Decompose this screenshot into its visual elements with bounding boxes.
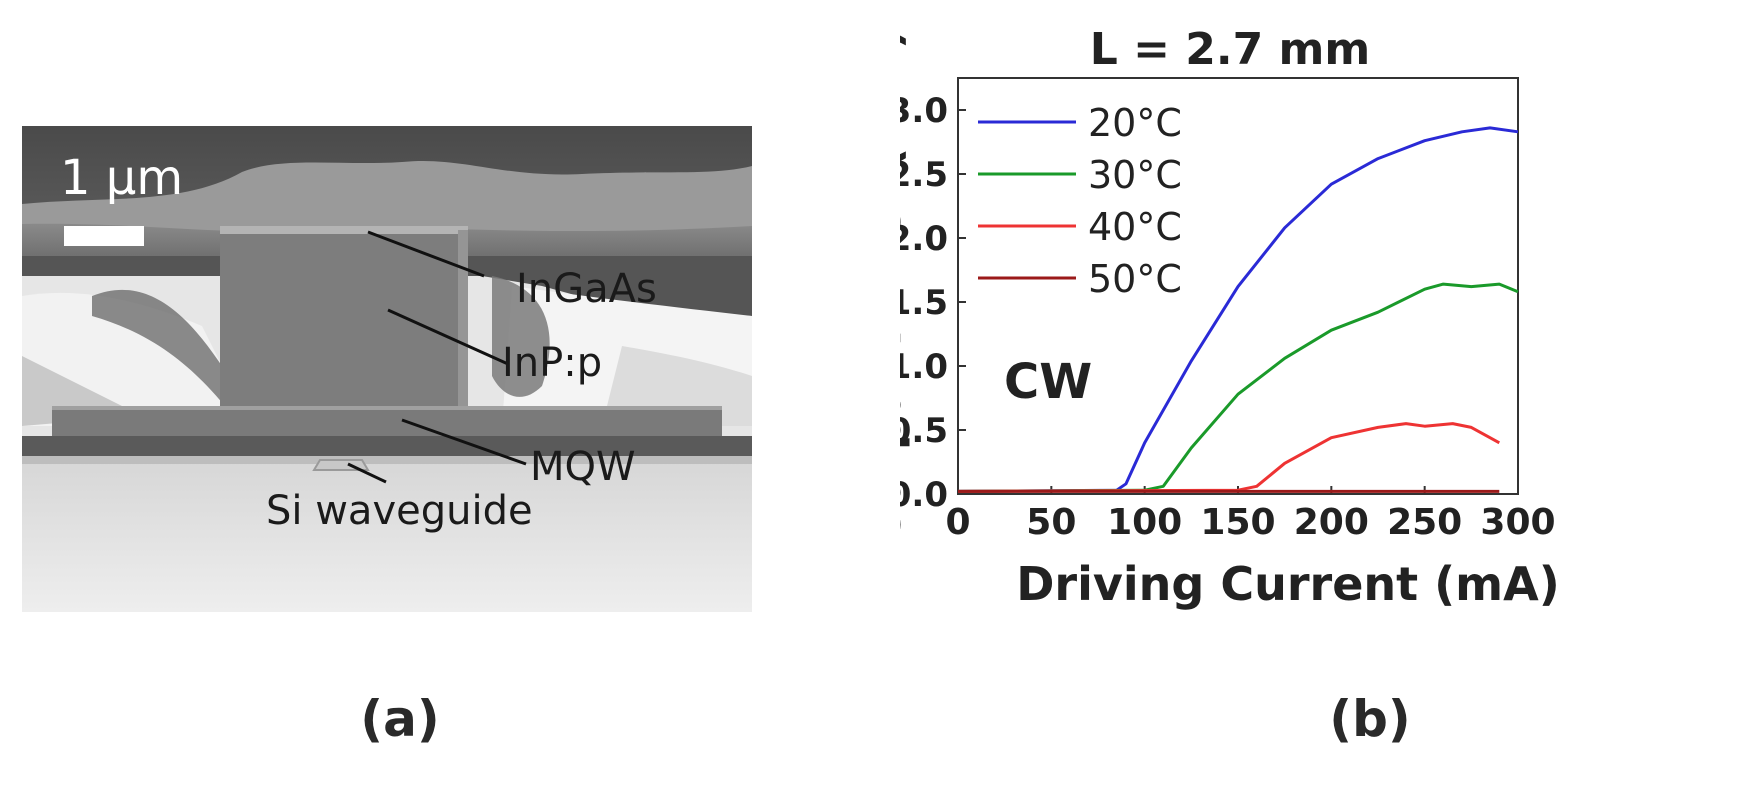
legend-label: 50°C <box>1088 257 1182 301</box>
series-line-40C <box>957 422 1501 493</box>
scale-bar-label: 1 μm <box>60 150 183 206</box>
mqw-label: MQW <box>530 444 636 490</box>
chart-title: L = 2.7 mm <box>1090 24 1371 75</box>
x-tick-label: 300 <box>1480 502 1555 543</box>
li-chart-svg: L = 2.7 mm 0501001502002503000.00.51.01.… <box>857 24 1560 611</box>
inp-pointer <box>387 308 509 366</box>
x-tick-label: 0 <box>945 502 970 543</box>
inp-label: InP:p <box>502 340 602 386</box>
series-line-20C <box>957 126 1519 493</box>
x-tick-label: 200 <box>1294 502 1369 543</box>
waveguide-pointer <box>347 462 387 484</box>
legend-label: 40°C <box>1088 205 1182 249</box>
x-tick-label: 250 <box>1387 502 1462 543</box>
series-layer <box>957 126 1519 493</box>
x-tick-label: 100 <box>1107 502 1182 543</box>
sem-micrograph: 1 μm InGaAs InP:p MQW Si waveguide <box>22 126 752 612</box>
sem-micrograph-image: 1 μm InGaAs InP:p MQW Si waveguide <box>22 126 752 612</box>
ingaas-pointer <box>367 230 485 278</box>
legend-label: 20°C <box>1088 101 1182 145</box>
series-line-30C <box>957 282 1519 493</box>
cw-annotation: CW <box>1004 354 1092 410</box>
x-tick-label: 150 <box>1200 502 1275 543</box>
x-axis-label: Driving Current (mA) <box>1016 557 1560 611</box>
caption-a: (a) <box>360 690 440 748</box>
li-chart: L = 2.7 mm 0501001502002503000.00.51.01.… <box>857 10 1750 700</box>
legend: 20°C 30°C 40°C 50°C <box>978 101 1182 301</box>
y-axis-label: Output Power (mW) <box>900 28 911 544</box>
caption-b: (b) <box>1329 690 1411 748</box>
si-waveguide-label: Si waveguide <box>266 488 533 534</box>
ticks-layer: 0501001502002503000.00.51.01.52.02.53.0 <box>888 91 1556 543</box>
legend-label: 30°C <box>1088 153 1182 197</box>
scale-bar <box>64 226 144 246</box>
ingaas-label: InGaAs <box>516 266 657 312</box>
mqw-pointer <box>401 418 527 466</box>
x-tick-label: 50 <box>1026 502 1076 543</box>
